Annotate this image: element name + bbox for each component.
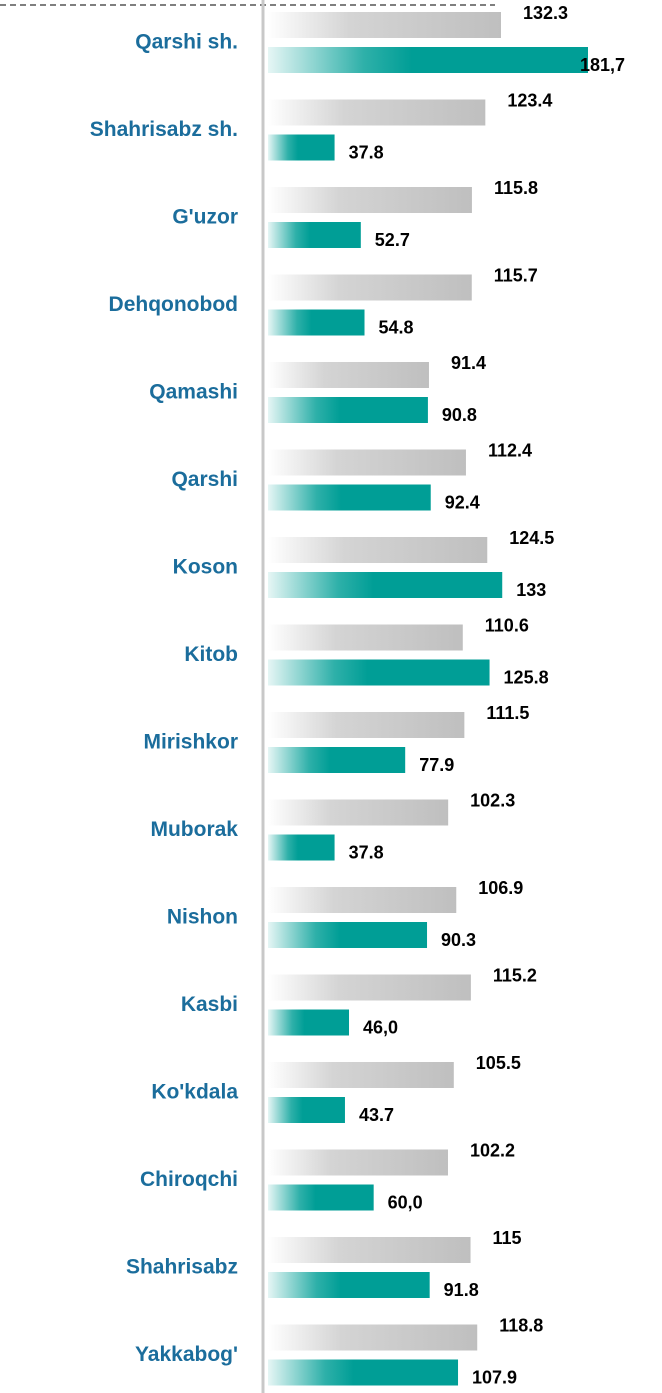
bar: [268, 1097, 345, 1123]
bar: [268, 1009, 350, 1036]
value-label: 54.8: [379, 317, 414, 337]
category-label: Yakkabog': [135, 1343, 238, 1366]
value-label: 115.8: [494, 178, 538, 198]
category-label: Qarshi: [171, 468, 238, 491]
bar: [268, 922, 428, 948]
value-label: 90.8: [442, 405, 477, 425]
value-label: 102.3: [470, 790, 515, 810]
bar: [268, 274, 472, 301]
bar: [268, 397, 428, 423]
value-label: 37.8: [349, 842, 384, 862]
bar: [268, 362, 429, 388]
bar: [268, 222, 361, 248]
value-label: 115.7: [494, 265, 538, 285]
bar: [268, 1062, 454, 1088]
category-label: Dehqonobod: [109, 293, 238, 316]
value-label: 132.3: [523, 3, 568, 23]
value-label: 102.2: [470, 1140, 515, 1160]
category-label: Shahrisabz sh.: [90, 118, 238, 141]
bar: [268, 1184, 374, 1211]
bar: [268, 1237, 471, 1263]
category-label: G'uzor: [172, 206, 238, 229]
value-label: 91.4: [451, 353, 486, 373]
category-label: Shahrisabz: [126, 1256, 238, 1279]
category-label: Kitob: [184, 643, 238, 666]
category-label: Mirishkor: [143, 731, 238, 754]
bar: [268, 624, 463, 651]
value-label: 60,0: [388, 1192, 423, 1212]
category-label: Ko'kdala: [151, 1081, 238, 1104]
value-label: 110.6: [485, 615, 529, 635]
category-label: Qarshi sh.: [135, 31, 238, 54]
value-label: 43.7: [359, 1105, 394, 1125]
bar: [268, 712, 465, 738]
value-label: 90.3: [441, 930, 476, 950]
category-label: Kasbi: [181, 993, 238, 1016]
value-label: 118.8: [499, 1315, 543, 1335]
bar: [268, 484, 431, 511]
value-label: 106.9: [478, 878, 523, 898]
bar: [268, 747, 406, 773]
bar: [268, 659, 490, 686]
bar: [268, 572, 503, 598]
bar: [268, 99, 486, 126]
value-label: 124.5: [509, 528, 554, 548]
value-label: 52.7: [375, 230, 410, 250]
value-label: 115.2: [493, 965, 537, 985]
value-label: 46,0: [363, 1017, 398, 1037]
value-label: 125.8: [504, 667, 549, 687]
bar: [268, 1359, 459, 1386]
value-label: 123.4: [507, 90, 552, 110]
bar: [268, 834, 335, 861]
value-label: 92.4: [445, 492, 480, 512]
bar: [268, 12, 501, 38]
bar: [268, 799, 449, 826]
category-label: Nishon: [167, 906, 238, 929]
bar: [268, 974, 471, 1001]
bar: [268, 887, 457, 913]
bar: [268, 1324, 478, 1351]
value-label: 107.9: [472, 1367, 517, 1387]
value-label: 37.8: [349, 142, 384, 162]
bar: [268, 134, 335, 161]
bar: [268, 1149, 448, 1176]
value-label: 105.5: [476, 1053, 521, 1073]
value-label: 133: [516, 580, 546, 600]
value-label: 115: [493, 1228, 522, 1248]
category-label: Chiroqchi: [140, 1168, 238, 1191]
value-label: 111.5: [486, 703, 529, 723]
bar: [268, 309, 365, 336]
bar: [268, 187, 472, 213]
bar: [268, 537, 488, 563]
value-label: 77.9: [419, 755, 454, 775]
category-label: Muborak: [150, 818, 238, 841]
category-label: Qamashi: [149, 381, 238, 404]
value-label: 181,7: [580, 55, 625, 75]
bar: [268, 47, 588, 73]
value-label: 112.4: [488, 440, 532, 460]
value-label: 91.8: [444, 1280, 479, 1300]
bar: [268, 1272, 430, 1298]
bar: [268, 449, 466, 476]
category-label: Koson: [173, 556, 238, 579]
